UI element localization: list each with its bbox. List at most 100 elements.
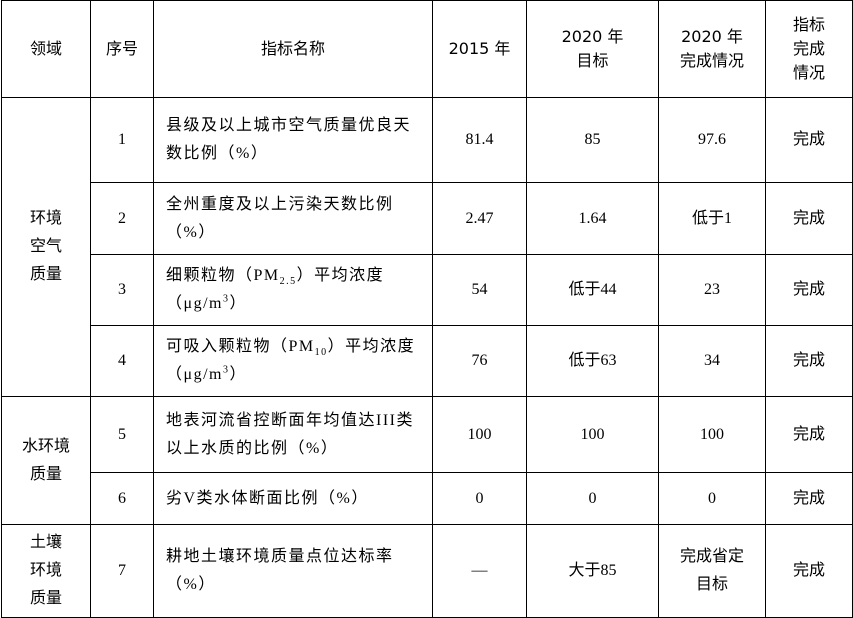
cell-text: 完成 bbox=[792, 209, 825, 227]
value-cell: 完成 bbox=[765, 472, 853, 525]
cell-text: 可吸入颗粒物（PM bbox=[166, 338, 315, 355]
cell-text: 7 bbox=[118, 562, 126, 579]
cell-text: 指标 bbox=[792, 15, 825, 34]
cell-text: 34 bbox=[704, 352, 720, 369]
cell-text: 大于85 bbox=[568, 562, 617, 579]
cell-text: 完成 bbox=[792, 562, 825, 579]
indicator-cell: 全州重度及以上污染天数比例（%） bbox=[153, 182, 433, 255]
value-cell: 5 bbox=[90, 396, 154, 473]
header-cell: 序号 bbox=[90, 0, 154, 98]
cell-text: 质量 bbox=[29, 465, 62, 483]
cell-text: 100 bbox=[700, 425, 724, 443]
value-cell: 0 bbox=[526, 472, 659, 525]
cell-text: 序号 bbox=[105, 39, 138, 58]
cell-text: 2020 年 bbox=[681, 27, 743, 46]
cell-text: 76 bbox=[471, 352, 488, 369]
cell-text: 2.5 bbox=[279, 276, 297, 288]
cell-text: 低于1 bbox=[691, 209, 732, 227]
cell-text: 情况 bbox=[792, 63, 825, 82]
cell-text: 3 bbox=[222, 364, 230, 376]
cell-text: 空气 bbox=[29, 238, 62, 255]
value-cell: 0 bbox=[658, 472, 766, 525]
cell-text: 0 bbox=[475, 489, 484, 507]
cell-text: 领域 bbox=[29, 39, 62, 58]
indicator-cell: 劣V类水体断面比例（%） bbox=[153, 472, 433, 525]
cell-text: 0 bbox=[588, 489, 597, 507]
header-cell: 2020 年完成情况 bbox=[658, 0, 766, 98]
cell-text: ） bbox=[229, 295, 247, 312]
data-row: 水环境质量 5 地表河流省控断面年均值达III类以上水质的比例（%） 100 100 10… bbox=[1, 396, 853, 525]
data-row: 4 可吸入颗粒物（PM10）平均浓度（μg/m3） 76 低于63 34 完成 bbox=[2, 325, 853, 397]
value-cell: 低于44 bbox=[526, 254, 659, 326]
cell-text: 10 bbox=[314, 347, 328, 359]
value-cell: 完成 bbox=[765, 524, 853, 618]
cell-text: 完成省定 bbox=[679, 548, 744, 565]
value-cell: 0 bbox=[432, 472, 527, 525]
cell-text: ）平均浓度（μg/m bbox=[166, 267, 385, 312]
value-cell: 34 bbox=[658, 325, 766, 397]
cell-text: — bbox=[471, 562, 488, 579]
value-cell: 76 bbox=[432, 325, 527, 397]
cell-text: 完成 bbox=[792, 489, 825, 507]
domain-cell: 环境 空气 质量 bbox=[1, 97, 91, 397]
cell-text: 0 bbox=[708, 489, 716, 507]
value-cell: 完成省定 目标 bbox=[658, 524, 766, 618]
cell-text: 2020 年 bbox=[561, 27, 624, 46]
cell-text: 1 bbox=[118, 131, 126, 148]
header-cell: 2020 年目标 bbox=[526, 0, 659, 98]
cell-text: 全州重度及以上污染天数比例（%） bbox=[166, 195, 394, 241]
cell-text: 1.64 bbox=[578, 209, 607, 227]
cell-text: 水环境 bbox=[21, 437, 70, 455]
cell-text: 完成 bbox=[792, 39, 825, 58]
value-cell: 1 bbox=[90, 97, 154, 183]
cell-text: 完成 bbox=[792, 131, 825, 148]
value-cell: — bbox=[432, 524, 527, 618]
value-cell: 100 bbox=[432, 396, 527, 473]
value-cell: 100 bbox=[658, 396, 766, 473]
domain-cell: 水环境 质量 bbox=[1, 396, 91, 525]
header-row: 领域 序号 指标名称 2015 年 2020 年目标 2020 年完成情况 指标 完成 情况 bbox=[1, 0, 853, 98]
value-cell: 完成 bbox=[765, 325, 853, 397]
cell-text: 目标 bbox=[576, 51, 609, 70]
indicator-cell: 耕地土壤环境质量点位达标率（%） bbox=[153, 524, 433, 618]
header-cell: 2015 年 bbox=[432, 0, 527, 98]
cell-text: 85 bbox=[584, 131, 601, 148]
value-cell: 完成 bbox=[765, 254, 853, 326]
cell-text: 环境 bbox=[29, 210, 62, 227]
cell-text: 指标名称 bbox=[260, 39, 325, 58]
value-cell: 完成 bbox=[765, 396, 853, 473]
cell-text: 地表河流省控断面年均值达III类以上水质的比例（%） bbox=[166, 411, 414, 457]
value-cell: 85 bbox=[526, 97, 659, 183]
value-cell: 1.64 bbox=[526, 182, 659, 255]
cell-text: 2.47 bbox=[465, 209, 494, 227]
data-row: 环境 空气 质量 1 县级及以上城市空气质量优良天数比例（%） 81.4 85 97.6 完成 bbox=[1, 97, 853, 397]
domain-cell: 土壤 环境 质量 bbox=[1, 524, 91, 618]
value-cell: 81.4 bbox=[432, 97, 527, 183]
cell-text: 完成情况 bbox=[679, 51, 744, 70]
value-cell: 完成 bbox=[765, 97, 853, 183]
value-cell: 3 bbox=[90, 254, 154, 326]
cell-text: 目标 bbox=[695, 576, 728, 593]
cell-text: 完成 bbox=[792, 281, 825, 298]
value-cell: 23 bbox=[658, 254, 766, 326]
value-cell: 7 bbox=[90, 524, 154, 618]
cell-text: ） bbox=[229, 366, 247, 383]
value-cell: 6 bbox=[90, 472, 154, 525]
cell-text: 100 bbox=[580, 425, 605, 443]
value-cell: 2.47 bbox=[432, 182, 527, 255]
value-cell: 4 bbox=[90, 325, 154, 397]
cell-text: 3 bbox=[222, 293, 230, 305]
indicator-cell: 可吸入颗粒物（PM10）平均浓度（μg/m3） bbox=[153, 325, 433, 397]
cell-text: 细颗粒物（PM bbox=[166, 267, 280, 284]
cell-text: 环境 bbox=[29, 562, 62, 579]
cell-text: 54 bbox=[471, 281, 488, 298]
cell-text: ）平均浓度（μg/m bbox=[166, 338, 416, 383]
cell-text: 完成 bbox=[792, 352, 825, 369]
data-row: 土壤 环境 质量 7 耕地土壤环境质量点位达标率（%） — 大于85 完成省定 目标 完成 bbox=[1, 524, 853, 618]
cell-text: 劣V类水体断面比例（%） bbox=[166, 489, 369, 507]
cell-text: 质量 bbox=[29, 590, 62, 607]
cell-text: 3 bbox=[118, 281, 126, 298]
cell-text: 6 bbox=[118, 489, 126, 507]
cell-text: 5 bbox=[118, 425, 126, 443]
